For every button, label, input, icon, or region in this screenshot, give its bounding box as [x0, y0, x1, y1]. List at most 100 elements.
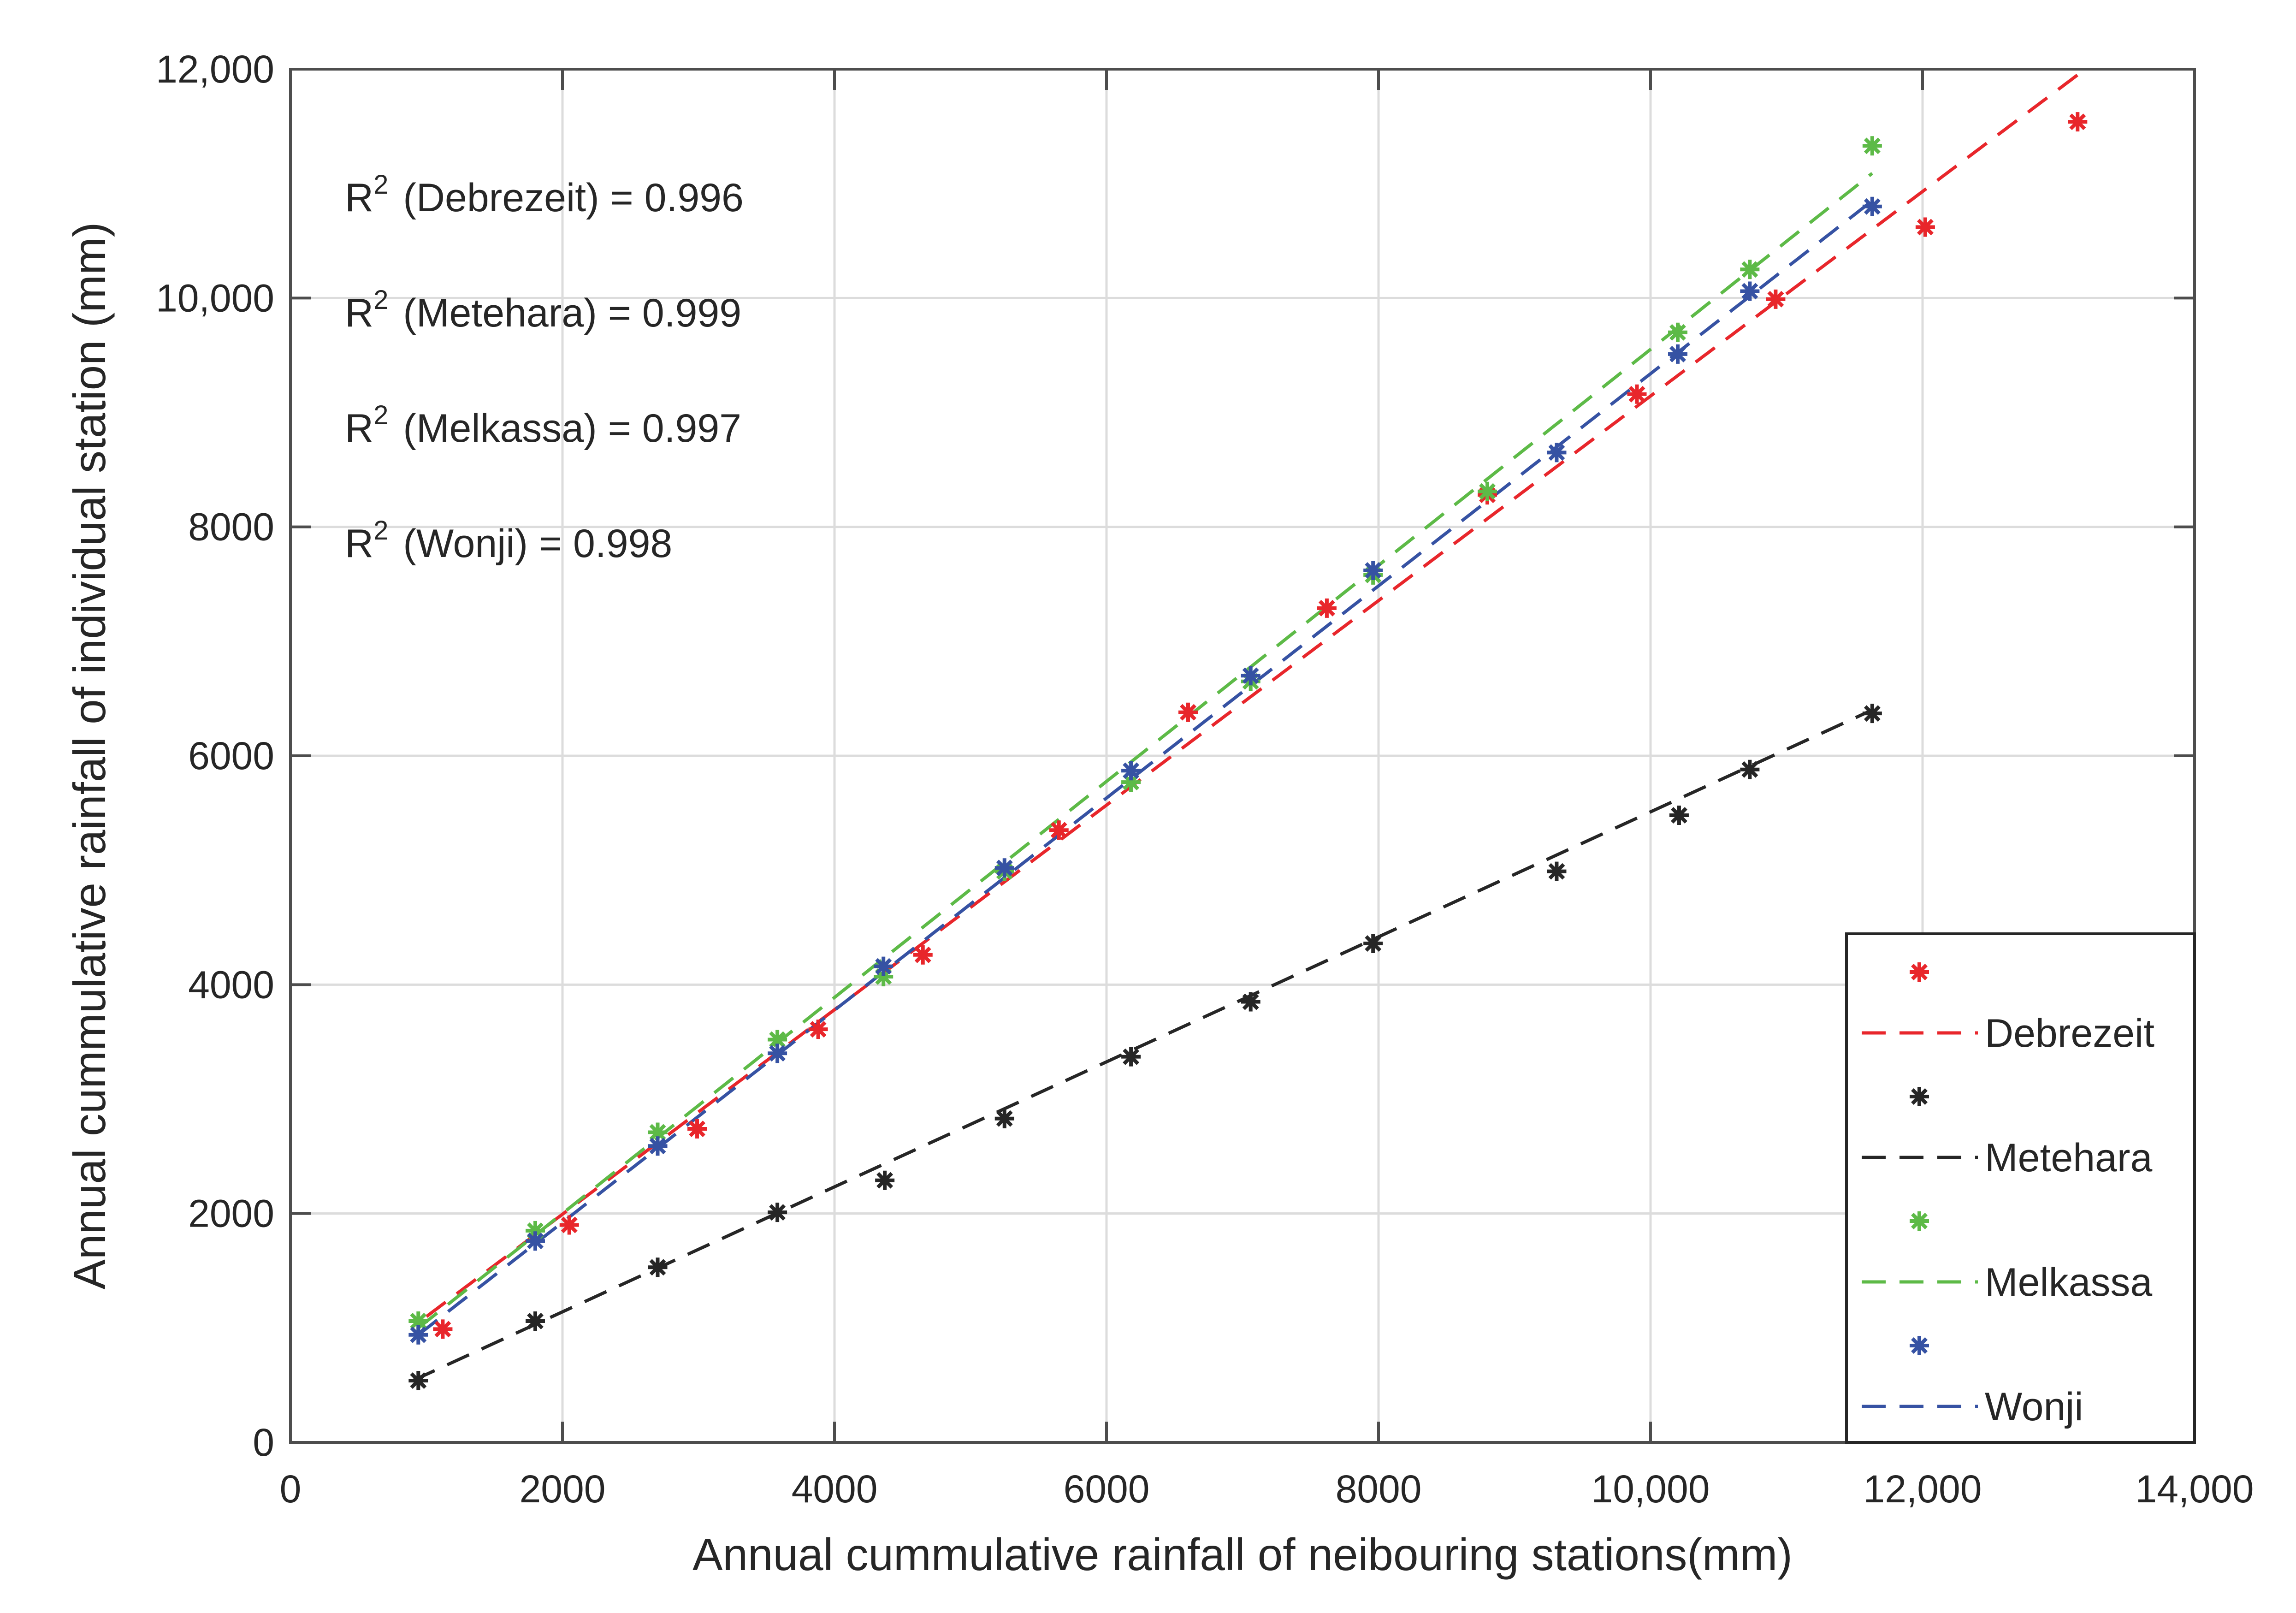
data-point-melkassa — [1668, 322, 1687, 342]
x-tick-label: 4000 — [792, 1467, 878, 1511]
marker-stroke — [1917, 219, 1934, 236]
data-point-metehara — [648, 1257, 668, 1277]
marker-stroke — [2069, 113, 2086, 130]
data-point-melkassa — [648, 1122, 668, 1142]
data-point-metehara — [408, 1370, 428, 1390]
r-squared-annotation: R2 (Wonji) = 0.998 — [345, 516, 672, 566]
x-tick-label: 0 — [280, 1467, 302, 1511]
data-point-wonji — [1862, 196, 1882, 216]
marker-stroke — [527, 1233, 544, 1250]
y-tick-label: 8000 — [188, 505, 274, 549]
y-tick-label: 6000 — [188, 734, 274, 777]
data-point-metehara — [1547, 861, 1567, 881]
legend-label-debrezeit: Debrezeit — [1985, 1011, 2154, 1056]
x-tick-label: 14,000 — [2136, 1467, 2254, 1511]
annotation-superscript: 2 — [373, 400, 388, 430]
marker-stroke — [1911, 1337, 1928, 1354]
data-point-wonji — [874, 956, 894, 976]
data-point-metehara — [1121, 1047, 1141, 1067]
marker-stroke — [649, 1138, 666, 1155]
x-tick-label: 2000 — [520, 1467, 606, 1511]
annotation-prefix: R — [345, 522, 373, 566]
annotation-prefix: R — [345, 291, 373, 335]
marker-stroke — [876, 1172, 894, 1189]
data-point-wonji — [1121, 761, 1141, 781]
data-point-debrezeit — [559, 1215, 579, 1235]
marker-stroke — [769, 1045, 786, 1062]
r-squared-annotation: R2 (Melkassa) = 0.997 — [345, 400, 741, 451]
data-point-wonji — [408, 1325, 428, 1345]
data-point-wonji — [1668, 344, 1687, 364]
data-point-debrezeit — [808, 1020, 828, 1039]
r-squared-annotation: R2 (Debrezeit) = 0.996 — [345, 170, 744, 220]
data-point-debrezeit — [1627, 384, 1647, 404]
annotation-text: (Wonji) = 0.998 — [392, 522, 672, 566]
data-point-debrezeit — [1049, 820, 1069, 840]
data-point-wonji — [994, 858, 1014, 878]
y-tick-label: 2000 — [188, 1192, 274, 1235]
data-point-melkassa — [408, 1311, 428, 1331]
marker-stroke — [527, 1312, 544, 1329]
y-tick-label: 4000 — [188, 963, 274, 1006]
y-tick-label: 0 — [253, 1421, 274, 1464]
marker-stroke — [769, 1204, 786, 1221]
marker-stroke — [996, 1110, 1013, 1127]
marker-stroke — [1628, 385, 1645, 403]
marker-stroke — [1123, 762, 1140, 779]
marker-stroke — [1242, 993, 1259, 1010]
annotation-prefix: R — [345, 176, 373, 220]
x-tick-label: 6000 — [1064, 1467, 1150, 1511]
marker-stroke — [1741, 261, 1758, 278]
marker-stroke — [1050, 822, 1067, 839]
data-point-debrezeit — [433, 1319, 453, 1339]
marker-stroke — [769, 1031, 786, 1048]
legend-label-wonji: Wonji — [1985, 1385, 2083, 1429]
marker-stroke — [1864, 705, 1881, 722]
marker-stroke — [1180, 704, 1196, 721]
data-point-debrezeit — [2068, 112, 2088, 132]
y-tick-label: 10,000 — [156, 276, 274, 320]
x-tick-label: 10,000 — [1592, 1467, 1710, 1511]
legend-label-metehara: Metehara — [1985, 1136, 2152, 1180]
marker-stroke — [996, 860, 1013, 877]
tick-labels: 0 2000 4000 6000 8000 10,000 12,000 14,000 0 2000… — [156, 47, 2254, 1511]
annotation-superscript: 2 — [373, 285, 388, 315]
data-point-debrezeit — [1317, 598, 1337, 618]
legend-marker-melkassa — [1910, 1211, 1929, 1231]
marker-stroke — [1548, 444, 1565, 461]
marker-stroke — [410, 1312, 427, 1329]
marker-stroke — [1911, 964, 1928, 980]
data-point-wonji — [648, 1136, 668, 1156]
x-axis-label: Annual cummulative rainfall of neibourin… — [692, 1529, 1793, 1580]
fit-line-debrezeit — [425, 73, 2079, 1318]
marker-stroke — [1318, 599, 1335, 617]
data-point-metehara — [1740, 759, 1760, 779]
marker-stroke — [1548, 863, 1565, 880]
marker-stroke — [875, 958, 892, 975]
data-point-melkassa — [1862, 136, 1882, 156]
marker-stroke — [1669, 324, 1686, 341]
data-point-metehara — [1862, 704, 1882, 723]
marker-stroke — [1123, 1048, 1140, 1065]
legend: Debrezeit Metehara Melkassa Wonji — [1845, 932, 2196, 1444]
marker-stroke — [410, 1326, 427, 1343]
data-point-metehara — [526, 1311, 545, 1331]
data-point-wonji — [1547, 443, 1567, 463]
marker-stroke — [1911, 1088, 1928, 1105]
marker-stroke — [1741, 761, 1758, 778]
marker-stroke — [1767, 291, 1784, 308]
marker-stroke — [1911, 1213, 1928, 1229]
marker-stroke — [434, 1321, 451, 1338]
marker-stroke — [1365, 562, 1382, 579]
marker-stroke — [649, 1124, 666, 1141]
marker-stroke — [410, 1372, 427, 1389]
marker-stroke — [1365, 935, 1382, 952]
data-point-debrezeit — [913, 945, 933, 965]
data-point-metehara — [875, 1170, 895, 1190]
data-point-wonji — [1363, 560, 1383, 580]
annotation-superscript: 2 — [373, 516, 388, 546]
marker-stroke — [1669, 345, 1686, 362]
legend-marker-debrezeit — [1910, 962, 1929, 982]
data-point-debrezeit — [1766, 289, 1786, 309]
